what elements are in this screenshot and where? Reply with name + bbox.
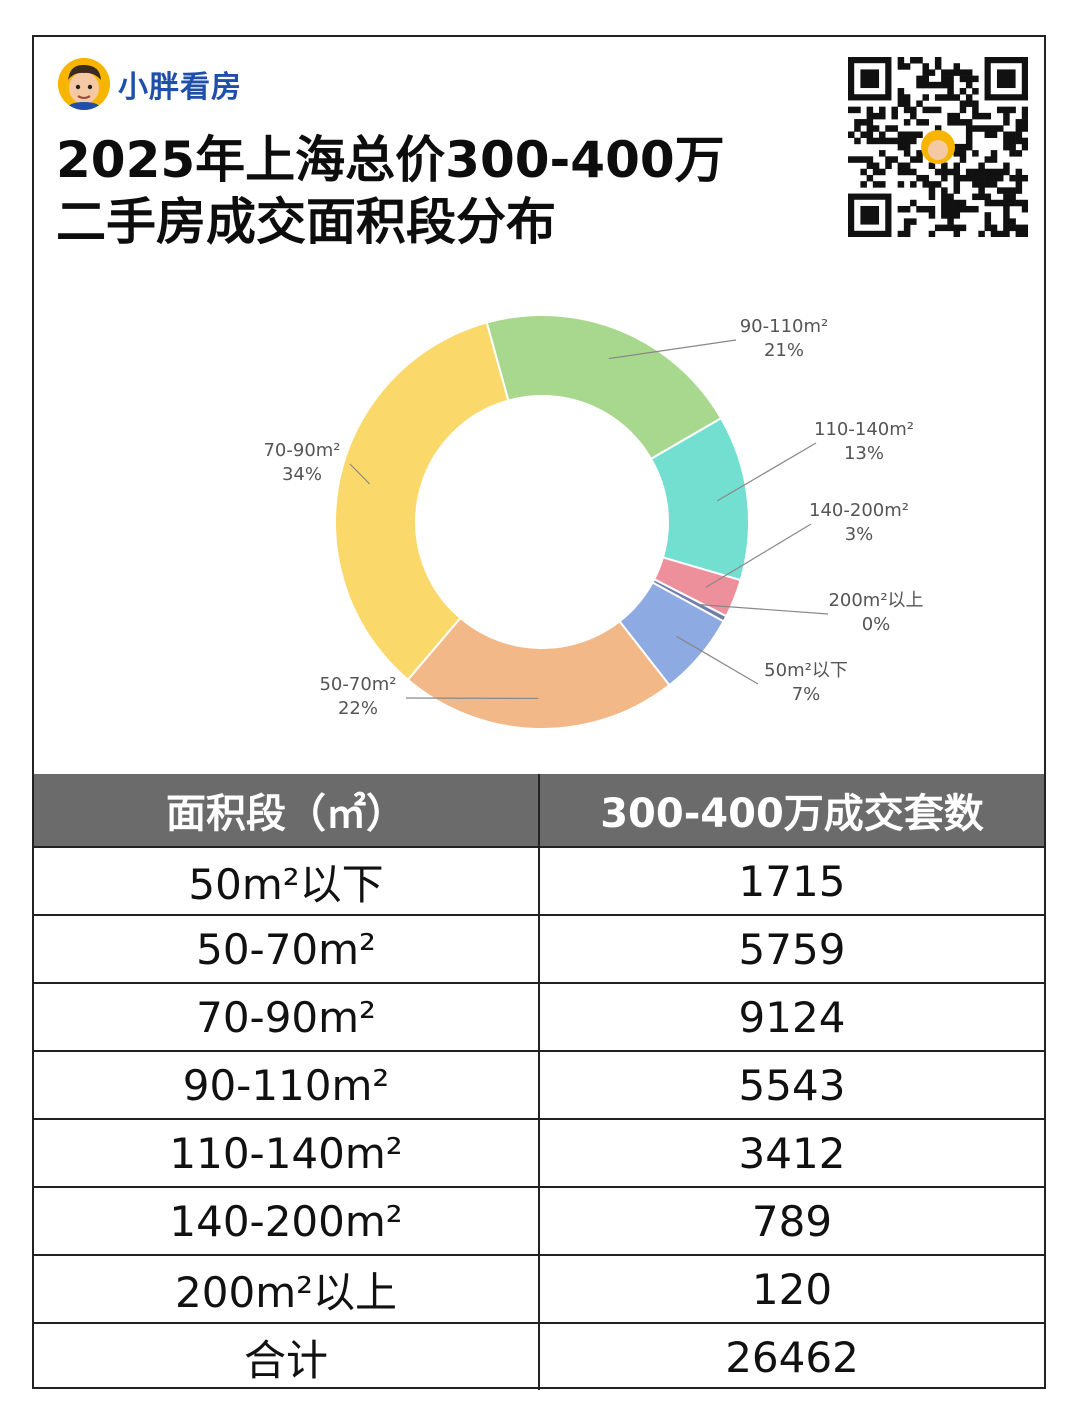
- leader-line: [705, 523, 812, 588]
- count-cell: 9124: [539, 982, 1044, 1051]
- slice-percent-label: 22%: [338, 698, 378, 719]
- count-cell: 1715: [539, 846, 1044, 915]
- count-cell: 5759: [539, 914, 1044, 983]
- slice-label: 110-140m²: [814, 419, 914, 440]
- title-line-2: 二手房成交面积段分布: [56, 193, 556, 251]
- slice-label: 50-70m²: [319, 674, 396, 695]
- count-cell: 789: [539, 1186, 1044, 1255]
- header-count: 300-400万成交套数: [539, 774, 1044, 847]
- slice-label: 70-90m²: [263, 440, 340, 461]
- range-cell: 110-140m²: [34, 1118, 540, 1187]
- slice-percent-label: 0%: [862, 614, 891, 635]
- table-row: 110-140m² 3412: [34, 1118, 1044, 1187]
- total-count-cell: 26462: [539, 1322, 1044, 1390]
- infographic-card: 小胖看房 2025年上海总价300-400万 二手房成交面积段分布 90-110…: [32, 35, 1046, 1390]
- table-row: 50m²以下 1715: [34, 846, 1044, 915]
- leader-line: [716, 442, 817, 502]
- count-cell: 5543: [539, 1050, 1044, 1119]
- range-cell: 200m²以上: [34, 1254, 540, 1323]
- leader-line: [608, 339, 737, 360]
- donut-chart: 90-110m² 21% 110-140m² 13% 140-200m² 3% 200m²以…: [263, 314, 924, 730]
- slice-percent-label: 13%: [844, 443, 884, 464]
- range-cell: 140-200m²: [34, 1186, 540, 1255]
- table-row: 50-70m² 5759: [34, 914, 1044, 983]
- page-title: 2025年上海总价300-400万 二手房成交面积段分布: [56, 129, 725, 253]
- pie-slice: [334, 321, 510, 682]
- count-cell: 3412: [539, 1118, 1044, 1187]
- count-cell: 120: [539, 1254, 1044, 1323]
- slice-percent-label: 21%: [764, 340, 804, 361]
- slice-label: 50m²以下: [764, 660, 848, 681]
- brand-name: 小胖看房: [118, 70, 242, 105]
- range-cell: 90-110m²: [34, 1050, 540, 1119]
- slice-percent-label: 7%: [792, 684, 821, 705]
- data-table: 面积段（㎡） 300-400万成交套数 50m²以下 1715 50-70m² 57…: [34, 774, 1044, 1390]
- slice-percent-label: 3%: [845, 524, 874, 545]
- range-cell: 50-70m²: [34, 914, 540, 983]
- table-header-row: 面积段（㎡） 300-400万成交套数: [34, 774, 1044, 847]
- leader-line: [676, 635, 759, 685]
- brand: 小胖看房: [58, 57, 242, 111]
- table-row: 70-90m² 9124: [34, 982, 1044, 1051]
- table-row: 140-200m² 789: [34, 1186, 1044, 1255]
- pie-slice: [485, 314, 723, 461]
- slice-label: 140-200m²: [809, 500, 909, 521]
- header-range: 面积段（㎡）: [34, 774, 540, 847]
- leader-line: [697, 603, 829, 615]
- table-row: 200m²以上 120: [34, 1254, 1044, 1323]
- pie-slice: [406, 616, 671, 730]
- avatar: [58, 58, 110, 110]
- slice-label: 90-110m²: [740, 316, 829, 337]
- range-cell: 70-90m²: [34, 982, 540, 1051]
- table-row-total: 合计 26462: [34, 1322, 1044, 1390]
- slice-label: 200m²以上: [828, 590, 923, 611]
- qr-code: [848, 57, 1028, 237]
- slice-percent-label: 34%: [282, 464, 322, 485]
- title-line-1: 2025年上海总价300-400万: [56, 131, 725, 189]
- leader-line: [349, 463, 371, 485]
- range-cell: 50m²以下: [34, 846, 540, 915]
- table-row: 90-110m² 5543: [34, 1050, 1044, 1119]
- total-label-cell: 合计: [34, 1322, 540, 1390]
